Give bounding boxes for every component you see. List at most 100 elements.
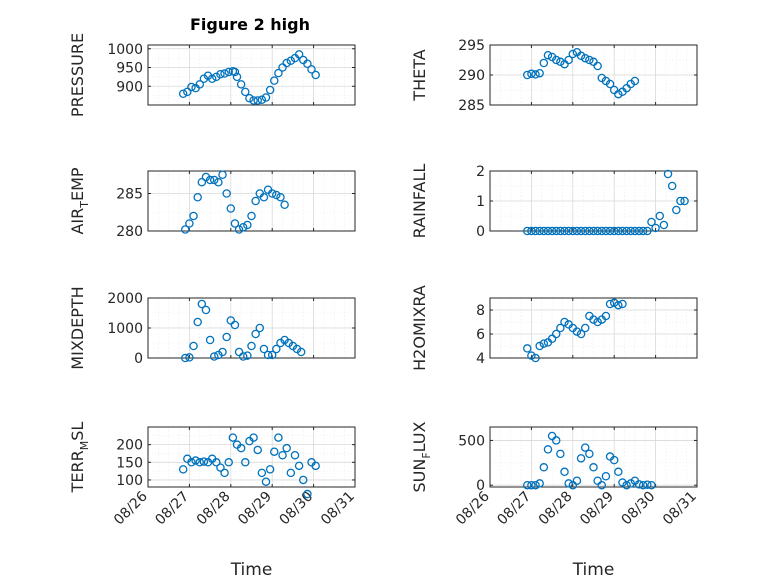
data-point (543, 226, 553, 236)
data-point (551, 55, 561, 65)
x-tick-label: 08/31 (318, 489, 358, 529)
data-point (294, 461, 304, 471)
data-point (265, 465, 275, 474)
data-point (251, 329, 260, 339)
data-point (253, 445, 262, 455)
data-point (626, 226, 636, 236)
data-point (255, 323, 265, 333)
data-point (243, 351, 252, 360)
data-point (576, 329, 586, 339)
data-point (207, 74, 217, 84)
y-tick-label: 285 (458, 98, 485, 114)
y-axis-label: THETA (410, 49, 429, 101)
data-point (556, 57, 565, 67)
data-point (672, 205, 681, 215)
x-tick-label: 08/27 (494, 489, 534, 529)
data-point (230, 320, 240, 330)
data-point (216, 463, 225, 472)
data-point (572, 476, 582, 485)
subplot-mixdepth: 0 1000 2000 MIXDEPTH (68, 286, 356, 370)
data-point (257, 468, 267, 478)
data-point (605, 299, 615, 309)
data-point (580, 53, 590, 63)
y-tick-label: 280 (116, 224, 143, 240)
data-point (270, 76, 279, 85)
data-point (209, 175, 219, 185)
data-point (638, 480, 648, 490)
data-point (576, 51, 586, 61)
data-point (572, 226, 582, 236)
data-point (547, 334, 557, 344)
data-point (181, 353, 190, 363)
y-axis-label: RAINFALL (410, 164, 429, 239)
data-point (195, 458, 204, 467)
data-point (535, 341, 544, 351)
data-point (667, 181, 677, 191)
data-point (622, 226, 631, 236)
data-point (311, 461, 320, 471)
y-tick-label: 285 (116, 187, 143, 203)
y-tick-label: 1000 (107, 321, 143, 337)
data-point (212, 72, 221, 82)
y-tick-label: 150 (116, 455, 143, 471)
data-point (630, 76, 640, 86)
data-point (593, 61, 602, 71)
data-point (585, 55, 594, 65)
data-point (294, 50, 304, 59)
data-point (589, 463, 598, 472)
data-point (257, 95, 267, 105)
data-point (564, 55, 573, 65)
x-tick-label: 08/28 (194, 489, 234, 529)
x-tick-label: 08/27 (152, 489, 192, 529)
data-point (647, 480, 656, 490)
data-point (601, 226, 611, 236)
data-point (531, 70, 540, 79)
x-tick-label: 08/31 (660, 489, 700, 529)
data-point (241, 87, 250, 97)
data-point (253, 96, 262, 105)
data-point (609, 298, 619, 308)
data-point (241, 458, 250, 467)
x-tick-label: 08/28 (536, 489, 576, 529)
y-axis-label: MIXDEPTH (68, 286, 87, 369)
data-point (527, 351, 536, 360)
data-point (560, 317, 569, 327)
data-point (539, 58, 549, 68)
data-point (551, 329, 561, 339)
data-point (605, 79, 615, 89)
data-point (178, 89, 188, 99)
data-point (183, 87, 192, 97)
y-axis-label: H2OMIXRA (410, 285, 429, 371)
data-point (247, 341, 256, 351)
y-tick-label: 2000 (107, 291, 143, 307)
x-axis-label: Time (572, 560, 615, 580)
data-point (226, 204, 236, 213)
data-point (278, 450, 287, 460)
data-point (249, 433, 258, 442)
axes-box (147, 170, 356, 232)
data-point (181, 225, 190, 234)
data-point (647, 217, 656, 227)
data-point (651, 223, 660, 233)
data-point (282, 58, 291, 68)
data-point (535, 68, 544, 78)
data-point (535, 479, 544, 488)
x-tick-label: 08/26 (111, 488, 151, 528)
data-point (209, 352, 219, 361)
data-point (580, 226, 590, 236)
axes-box (147, 426, 356, 488)
data-point (178, 465, 188, 474)
data-point (195, 80, 204, 89)
data-point (527, 69, 536, 79)
data-point (236, 443, 246, 453)
data-point (630, 226, 640, 236)
data-point (276, 192, 285, 202)
data-point (663, 169, 673, 179)
data-point (224, 67, 233, 77)
data-point (597, 226, 607, 236)
y-tick-label: 0 (476, 478, 485, 494)
data-point (547, 226, 557, 236)
data-point (597, 480, 607, 490)
data-point (263, 350, 273, 360)
